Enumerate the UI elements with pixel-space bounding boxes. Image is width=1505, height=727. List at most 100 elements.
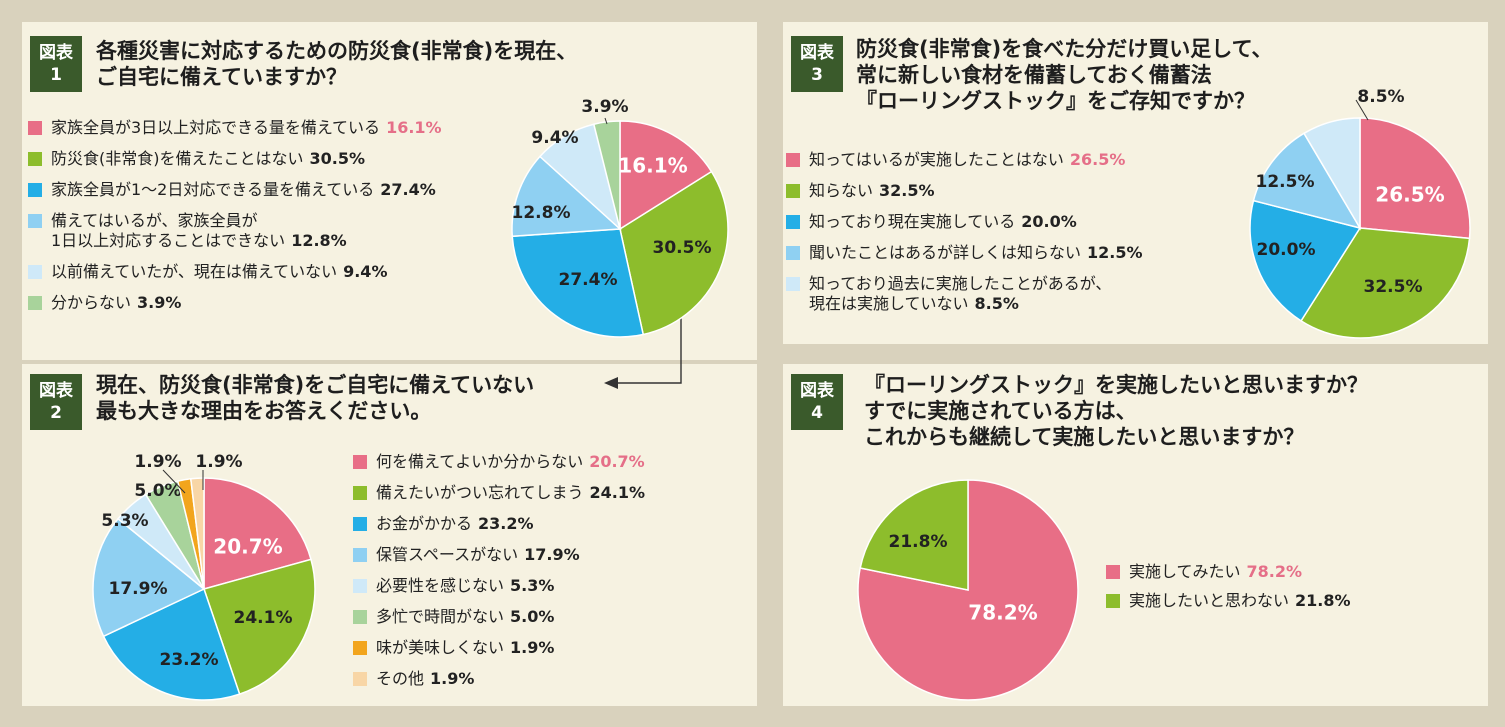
legend-item: 実施したいと思わない 21.8% xyxy=(1106,591,1351,611)
legend-value: 20.7% xyxy=(589,452,645,471)
figure-3-badge: 図表 3 xyxy=(791,36,843,92)
legend-swatch xyxy=(1106,565,1120,579)
figure-2-legend: 何を備えてよいか分からない 20.7% 備えたいがつい忘れてしまう 24.1% お金… xyxy=(353,452,645,700)
slice-value-label: 21.8% xyxy=(889,532,948,552)
legend-swatch xyxy=(1106,594,1120,608)
legend-item: 保管スペースがない 17.9% xyxy=(353,545,645,565)
legend-item: 聞いたことはあるが詳しくは知らない 12.5% xyxy=(786,243,1143,263)
legend-label: 防災食(非常食)を備えたことはない xyxy=(51,149,304,168)
pie-slice xyxy=(859,479,969,591)
figure-4-badge: 図表 4 xyxy=(791,374,843,430)
slice-value-label: 24.1% xyxy=(234,608,293,628)
figure-4-legend: 実施してみたい 78.2% 実施したいと思わない 21.8% xyxy=(1106,562,1351,620)
legend-swatch xyxy=(786,153,800,167)
slice-value-label: 23.2% xyxy=(160,650,219,670)
figure-1-legend: 家族全員が3日以上対応できる量を備えている 16.1% 防災食(非常食)を備えたこ… xyxy=(28,118,442,324)
legend-swatch xyxy=(28,121,42,135)
legend-swatch xyxy=(786,246,800,260)
legend-item: 必要性を感じない 5.3% xyxy=(353,576,645,596)
slice-value-label: 12.8% xyxy=(512,203,571,223)
legend-label: その他 xyxy=(376,669,425,688)
legend-item: 以前備えていたが、現在は備えていない 9.4% xyxy=(28,262,442,282)
slice-value-label: 30.5% xyxy=(653,238,712,258)
legend-value: 16.1% xyxy=(386,118,442,137)
legend-value: 78.2% xyxy=(1246,562,1303,581)
legend-item: 備えてはいるが、家族全員が 1日以上対応することはできない 12.8% xyxy=(28,211,442,251)
slice-value-label: 5.3% xyxy=(101,511,148,531)
badge-label: 図表 xyxy=(800,381,834,401)
legend-value: 3.9% xyxy=(137,293,182,312)
legend-label: 保管スペースがない xyxy=(376,545,519,564)
pie-slice xyxy=(1249,199,1362,322)
badge-number: 2 xyxy=(50,403,62,423)
legend-value: 32.5% xyxy=(879,181,935,200)
badge-number: 4 xyxy=(811,403,823,423)
legend-value: 20.0% xyxy=(1021,212,1077,231)
pie-slice xyxy=(619,120,713,231)
legend-value: 23.2% xyxy=(478,514,534,533)
badge-number: 3 xyxy=(811,65,823,85)
slice-value-label: 20.7% xyxy=(213,535,282,559)
legend-swatch xyxy=(353,486,367,500)
legend-swatch xyxy=(353,548,367,562)
legend-swatch xyxy=(28,152,42,166)
pie-slice xyxy=(203,558,316,696)
legend-item: お金がかかる 23.2% xyxy=(353,514,645,534)
legend-value: 17.9% xyxy=(524,545,580,564)
slice-value-label: 3.9% xyxy=(581,97,628,117)
legend-item: 多忙で時間がない 5.0% xyxy=(353,607,645,627)
legend-swatch xyxy=(353,610,367,624)
legend-item: 備えたいがつい忘れてしまう 24.1% xyxy=(353,483,645,503)
legend-swatch xyxy=(28,214,42,228)
pie-slice xyxy=(511,228,645,338)
legend-label: 備えたいがつい忘れてしまう xyxy=(376,483,584,502)
legend-label: 必要性を感じない xyxy=(376,576,505,595)
pie-slice xyxy=(102,587,241,701)
slice-value-label: 78.2% xyxy=(968,601,1037,625)
legend-label: 分からない xyxy=(51,293,132,312)
badge-label: 図表 xyxy=(39,43,73,63)
leader-line xyxy=(604,117,608,125)
legend-item: 防災食(非常食)を備えたことはない 30.5% xyxy=(28,149,442,169)
legend-label: 知らない xyxy=(809,181,874,200)
slice-value-label: 9.4% xyxy=(531,128,578,148)
legend-label: 家族全員が3日以上対応できる量を備えている xyxy=(51,118,381,137)
legend-value: 12.5% xyxy=(1087,243,1143,262)
badge-number: 1 xyxy=(50,65,62,85)
pie-slice xyxy=(1359,117,1471,240)
legend-swatch xyxy=(353,517,367,531)
pie-slice xyxy=(1302,117,1361,231)
legend-value: 24.1% xyxy=(589,483,646,502)
pie-slice xyxy=(511,155,622,238)
legend-value: 21.8% xyxy=(1295,591,1351,610)
legend-value: 1.9% xyxy=(430,669,475,688)
legend-item: 実施してみたい 78.2% xyxy=(1106,562,1351,582)
connector-arrow-head xyxy=(604,377,618,389)
legend-item: 知らない 32.5% xyxy=(786,181,1143,201)
legend-swatch xyxy=(353,672,367,686)
legend-swatch xyxy=(353,455,367,469)
legend-value: 30.5% xyxy=(309,149,366,168)
figure-2-title: 現在、防災食(非常食)をご自宅に備えていない 最も大きな理由をお答えください。 xyxy=(96,373,535,423)
pie-slice xyxy=(619,170,729,336)
slice-value-label: 12.5% xyxy=(1256,172,1315,192)
slice-value-label: 20.0% xyxy=(1257,240,1316,260)
legend-label: 知ってはいるが実施したことはない xyxy=(809,150,1064,169)
leader-line xyxy=(162,469,186,494)
pie-slice xyxy=(92,517,206,638)
legend-item: 分からない 3.9% xyxy=(28,293,442,313)
legend-value: 5.3% xyxy=(510,576,555,595)
figure-3-legend: 知ってはいるが実施したことはない 26.5% 知らない 32.5% 知っており現在実… xyxy=(786,150,1143,325)
legend-value: 9.4% xyxy=(343,262,388,281)
badge-label: 図表 xyxy=(39,381,73,401)
legend-label: 知っており過去に実施したことがあるが、 現在は実施していない xyxy=(809,274,1112,313)
slice-value-label: 17.9% xyxy=(109,579,168,599)
slice-value-label: 1.9% xyxy=(195,452,242,472)
legend-swatch xyxy=(786,215,800,229)
legend-label: 多忙で時間がない xyxy=(376,607,505,626)
legend-value: 27.4% xyxy=(380,180,436,199)
slice-value-label: 5.0% xyxy=(134,481,181,501)
legend-swatch xyxy=(786,277,800,291)
legend-swatch xyxy=(28,296,42,310)
